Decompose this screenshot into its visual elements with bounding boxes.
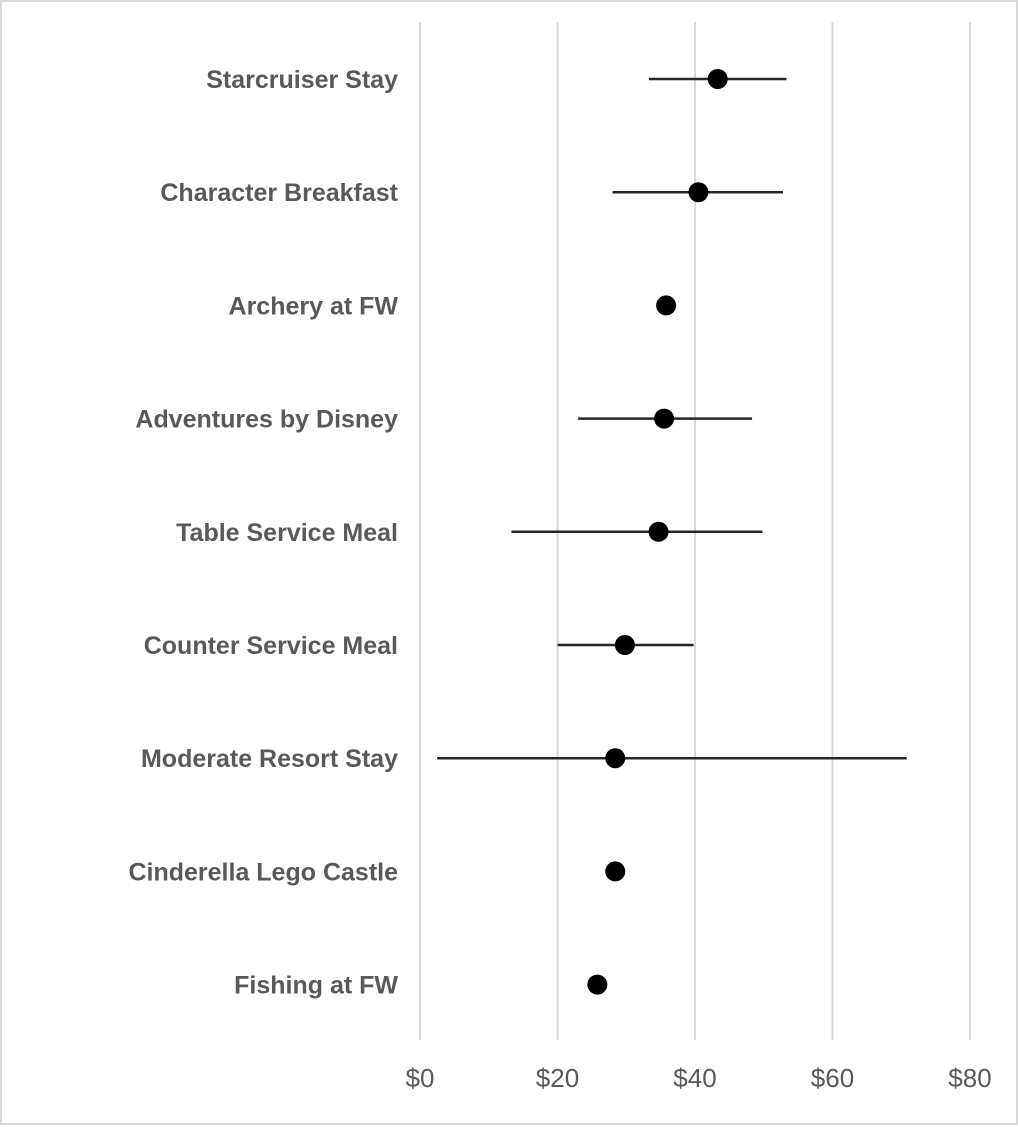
category-label: Counter Service Meal: [144, 632, 398, 660]
x-tick-label: $0: [406, 1063, 435, 1093]
category-label: Starcruiser Stay: [206, 66, 398, 94]
data-point: [614, 635, 635, 655]
data-point: [605, 748, 626, 769]
data-point: [688, 182, 709, 203]
x-tick-label: $80: [948, 1063, 991, 1093]
data-point: [654, 408, 675, 429]
category-label: Character Breakfast: [160, 179, 398, 207]
x-tick-label: $60: [811, 1063, 854, 1093]
category-label: Adventures by Disney: [135, 406, 398, 434]
x-tick-label: $20: [536, 1063, 579, 1093]
data-point: [707, 69, 728, 89]
x-tick-label: $40: [673, 1063, 716, 1093]
category-label: Cinderella Lego Castle: [128, 858, 398, 886]
category-label: Table Service Meal: [176, 519, 398, 547]
category-label: Fishing at FW: [234, 972, 398, 1000]
data-point: [656, 295, 677, 316]
category-label: Archery at FW: [229, 292, 399, 320]
data-point: [648, 521, 669, 542]
data-point: [587, 974, 608, 995]
data-point: [605, 861, 626, 882]
category-label: Moderate Resort Stay: [141, 745, 398, 773]
